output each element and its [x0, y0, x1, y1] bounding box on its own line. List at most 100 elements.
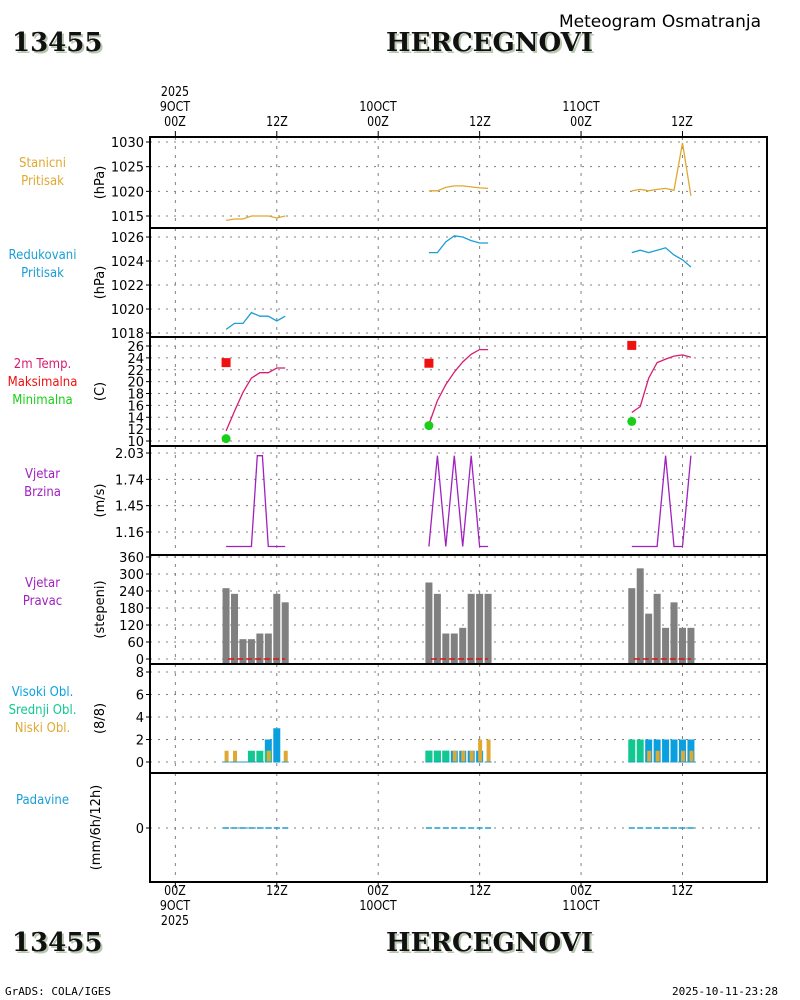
y-tick-label: 300 [119, 568, 144, 583]
wind-dir-bar [264, 633, 272, 664]
time-label-line: 11OCT [562, 899, 600, 914]
reduced-pressure-label: Pritisak [21, 266, 64, 281]
y-tick-label: 1024 [111, 255, 144, 270]
min-temp-marker [424, 421, 434, 431]
time-label-line: 2025 [161, 914, 190, 929]
y-tick-label: 0 [136, 822, 144, 837]
series-line-day1 [226, 455, 286, 548]
wind-dir-bar [628, 588, 636, 664]
low-cloud-bar [461, 750, 466, 762]
y-tick-label: 1.74 [115, 473, 144, 488]
y-tick-label: 180 [119, 602, 144, 617]
low-cloud-bar [647, 750, 652, 762]
y-tick-label: 2.03 [115, 447, 144, 462]
time-label: 00Z 10OCT [353, 884, 404, 914]
high-cloud-bar [273, 728, 281, 762]
y-tick-label: 1026 [111, 231, 144, 246]
wind-dir-bar [425, 582, 433, 664]
cloud-cover-label: Niski Obl. [14, 721, 71, 736]
low-cloud-bar [283, 750, 288, 762]
y-tick-label: 120 [119, 619, 144, 634]
y-tick-label: 1.16 [115, 526, 144, 541]
time-label: 00Z 9OCT 2025 [150, 884, 201, 929]
panel-frame [149, 227, 768, 338]
low-cloud-bar [452, 750, 457, 762]
mid-cloud-bar [636, 739, 644, 762]
time-label-line: 12Z [265, 884, 288, 899]
wind-dir-bar [247, 639, 255, 664]
y-tick-label: 8 [136, 666, 144, 681]
temperature-label: Minimalna [12, 393, 73, 408]
vjetar-brzina-panel: 1.16 1.45 1.74 2.03 [115, 445, 768, 556]
precipitation-unit: (mm/6h/12h) [89, 785, 104, 871]
min-temp-marker [221, 434, 231, 444]
y-tick-label: 1030 [111, 136, 144, 151]
y-tick-label: 0 [136, 653, 144, 668]
mid-cloud-bar [247, 750, 255, 762]
time-label: 12Z [251, 115, 302, 130]
series-line-day3 [631, 247, 692, 268]
stanicni-pritisak-panel: 1015 1020 1025 1030 [111, 136, 768, 229]
wind-dir-bar [239, 639, 247, 664]
high-cloud-bar [670, 739, 678, 762]
time-label: 12Z [251, 884, 302, 899]
y-tick-label: 26 [127, 340, 144, 355]
series-line-day3 [631, 142, 692, 196]
wind-dir-bar [467, 593, 475, 664]
time-label: 10OCT 00Z [353, 100, 404, 130]
wind-dir-bar [678, 627, 686, 664]
wind-direction-label: Pravac [22, 594, 63, 609]
precipitation-label: Padavine [15, 793, 70, 808]
max-temp-marker [424, 358, 434, 368]
time-label-line: 00Z [570, 115, 592, 130]
wind-dir-bar [687, 627, 695, 664]
temperature-unit: (C) [93, 382, 108, 401]
y-tick-label: 18 [127, 388, 144, 403]
y-tick-label: 1.45 [115, 500, 144, 515]
series-line-day2 [428, 455, 489, 548]
y-tick-label: 1022 [111, 279, 144, 294]
wind-speed-label: Brzina [24, 485, 61, 500]
wind-dir-bar [450, 633, 458, 664]
y-tick-label: 0 [136, 756, 144, 771]
wind-dir-bar [459, 627, 467, 664]
wind-dir-bar [442, 633, 450, 664]
wind-speed-unit: (m/s) [93, 484, 108, 518]
wind-speed-label: Vjetar [24, 467, 61, 482]
time-label: 12Z [454, 884, 505, 899]
time-label-line: 12Z [265, 115, 288, 130]
wind-dir-bar [476, 593, 484, 664]
time-label-line: 12Z [468, 115, 491, 130]
time-label: 11OCT 00Z [556, 100, 607, 130]
wind-direction-label: Vjetar [24, 576, 61, 591]
low-cloud-bar [478, 739, 483, 762]
y-tick-label: 1025 [111, 161, 144, 176]
wind-dir-bar [281, 602, 289, 664]
wind-dir-bar [222, 588, 230, 664]
wind-dir-bar [670, 602, 678, 664]
reduced-pressure-label: Redukovani [8, 248, 77, 263]
time-label-line: 11OCT [562, 100, 600, 115]
padavine-panel: 0 [136, 772, 768, 883]
render-timestamp: 2025-10-11-23:28 [672, 985, 778, 998]
y-tick-label: 22 [127, 364, 144, 379]
wind-dir-bar [256, 633, 264, 664]
low-cloud-bar [689, 750, 694, 762]
time-label-line: 2025 [161, 85, 190, 100]
oblacnost-panel: 0 2 4 6 8 [136, 663, 768, 774]
time-label: 00Z 11OCT [556, 884, 607, 914]
station-pressure-label: Pritisak [21, 174, 64, 189]
time-label-line: 00Z [367, 884, 390, 899]
panel-frame [149, 336, 768, 447]
time-label-line: 00Z [570, 884, 592, 899]
wind-dir-bar [484, 593, 492, 664]
low-cloud-bar [233, 750, 238, 762]
panel-frame [149, 136, 768, 229]
max-temp-marker [627, 340, 637, 350]
y-tick-label: 1015 [111, 210, 144, 225]
time-label-line: 9OCT [160, 100, 191, 115]
y-tick-label: 10 [127, 435, 144, 450]
time-label-line: 12Z [468, 884, 491, 899]
y-tick-label: 60 [127, 636, 144, 651]
